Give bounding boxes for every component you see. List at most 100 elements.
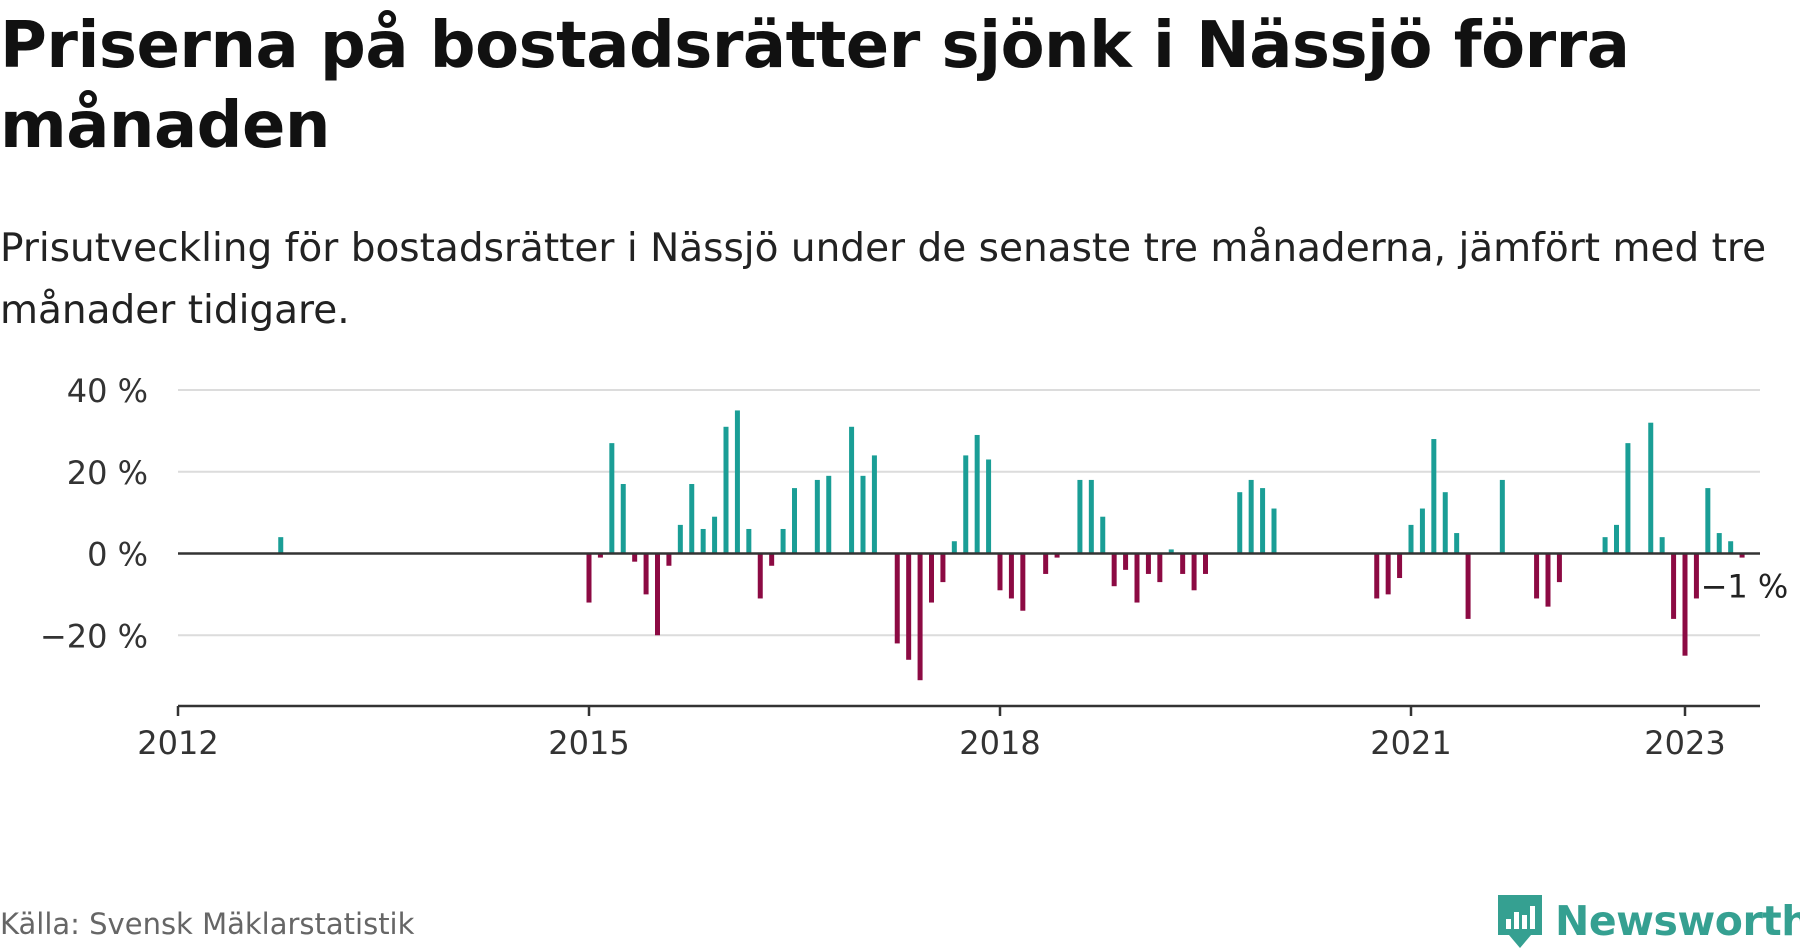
y-tick-label: 20 % — [67, 454, 148, 492]
bar — [632, 553, 638, 562]
bar — [1545, 553, 1551, 607]
bar — [997, 553, 1003, 591]
bar — [723, 426, 729, 554]
bar — [746, 528, 752, 554]
bar — [597, 553, 603, 558]
bar — [1157, 553, 1163, 583]
bar — [814, 479, 820, 554]
bar — [1671, 553, 1677, 619]
bar — [1442, 492, 1448, 554]
bar — [1191, 553, 1197, 591]
chart-title: Priserna på bostadsrätter sjönk i Nässjö… — [0, 9, 1630, 163]
bar — [860, 475, 866, 554]
bar — [1465, 553, 1471, 619]
bar — [757, 553, 763, 599]
bar — [1020, 553, 1026, 611]
bar — [1659, 537, 1665, 554]
bar — [1180, 553, 1186, 574]
bar — [586, 553, 592, 603]
bar — [951, 541, 957, 554]
bar — [1728, 541, 1734, 554]
bar — [780, 528, 786, 554]
bar — [792, 488, 797, 554]
bar — [700, 528, 706, 554]
x-axis: 2012 2015 2018 2021 2023 — [137, 704, 1760, 762]
bar — [1397, 553, 1403, 579]
bar — [734, 410, 740, 554]
bar — [1374, 553, 1380, 599]
bar — [1145, 553, 1151, 574]
bar — [609, 443, 615, 554]
bar — [643, 553, 649, 595]
bar — [1008, 553, 1014, 599]
bar — [677, 524, 683, 554]
chart-subtitle: Prisutveckling för bostadsrätter i Nässj… — [0, 226, 1767, 333]
bar — [986, 459, 992, 554]
bar — [1088, 479, 1094, 554]
bar — [849, 426, 855, 554]
x-tick-label: 2023 — [1644, 724, 1725, 762]
bar — [1043, 553, 1049, 574]
bar — [1203, 553, 1208, 574]
bar — [1534, 553, 1540, 599]
bar — [1454, 533, 1460, 554]
x-tick-label: 2018 — [959, 724, 1040, 762]
bar — [1054, 553, 1060, 558]
bar — [1625, 443, 1631, 554]
source-note: Källa: Svensk Mäklarstatistik — [0, 907, 415, 941]
bar — [1100, 516, 1106, 554]
bar — [1614, 524, 1619, 554]
y-tick-label: 0 % — [87, 536, 148, 574]
bar — [1111, 553, 1117, 587]
bar — [1260, 488, 1266, 554]
bar — [974, 434, 980, 554]
bar — [689, 484, 695, 554]
bar — [894, 553, 900, 644]
bar — [1271, 508, 1277, 554]
brand-name: Newsworthy — [1555, 897, 1800, 945]
bar — [917, 553, 923, 681]
bar — [1648, 422, 1654, 554]
bar — [929, 553, 934, 603]
bars — [278, 410, 1745, 681]
bar — [1385, 553, 1391, 595]
bar — [620, 484, 626, 554]
bar — [1705, 488, 1711, 554]
bar — [906, 553, 912, 660]
bar — [940, 553, 946, 583]
bar — [1077, 479, 1083, 554]
bar — [712, 516, 718, 554]
price-change-chart: 40 % 20 % 0 % −20 % 2012 2015 2018 2021 2023 −1… — [40, 372, 1789, 762]
bar — [666, 553, 672, 566]
bar — [1248, 479, 1254, 554]
bar — [1419, 508, 1425, 554]
bar — [963, 455, 969, 554]
x-tick-label: 2021 — [1370, 724, 1451, 762]
bar — [769, 553, 775, 566]
y-tick-label: 40 % — [67, 372, 148, 410]
latest-value-label: −1 % — [1701, 568, 1789, 606]
bar — [1556, 553, 1562, 583]
bar — [1602, 537, 1608, 554]
bar — [1716, 533, 1722, 554]
bar — [1499, 479, 1505, 554]
bar — [1134, 553, 1140, 603]
bar — [1168, 549, 1174, 554]
bar — [1739, 553, 1745, 558]
x-tick-label: 2015 — [548, 724, 629, 762]
bar — [655, 553, 660, 636]
bar — [871, 455, 877, 554]
newsworthy-logo-icon — [1498, 895, 1542, 948]
bar — [1237, 492, 1243, 554]
bar — [1682, 553, 1688, 656]
x-tick-label: 2012 — [137, 724, 218, 762]
gridlines — [178, 389, 1760, 637]
bar — [1123, 553, 1129, 570]
annotation: −1 % — [1701, 568, 1789, 606]
y-tick-label: −20 % — [40, 617, 148, 655]
newsworthy-logo: Newsworthy — [1495, 892, 1800, 950]
y-axis-labels: 40 % 20 % 0 % −20 % — [40, 372, 148, 655]
bar — [826, 475, 832, 554]
bar — [1693, 553, 1699, 599]
bar — [1408, 524, 1414, 554]
